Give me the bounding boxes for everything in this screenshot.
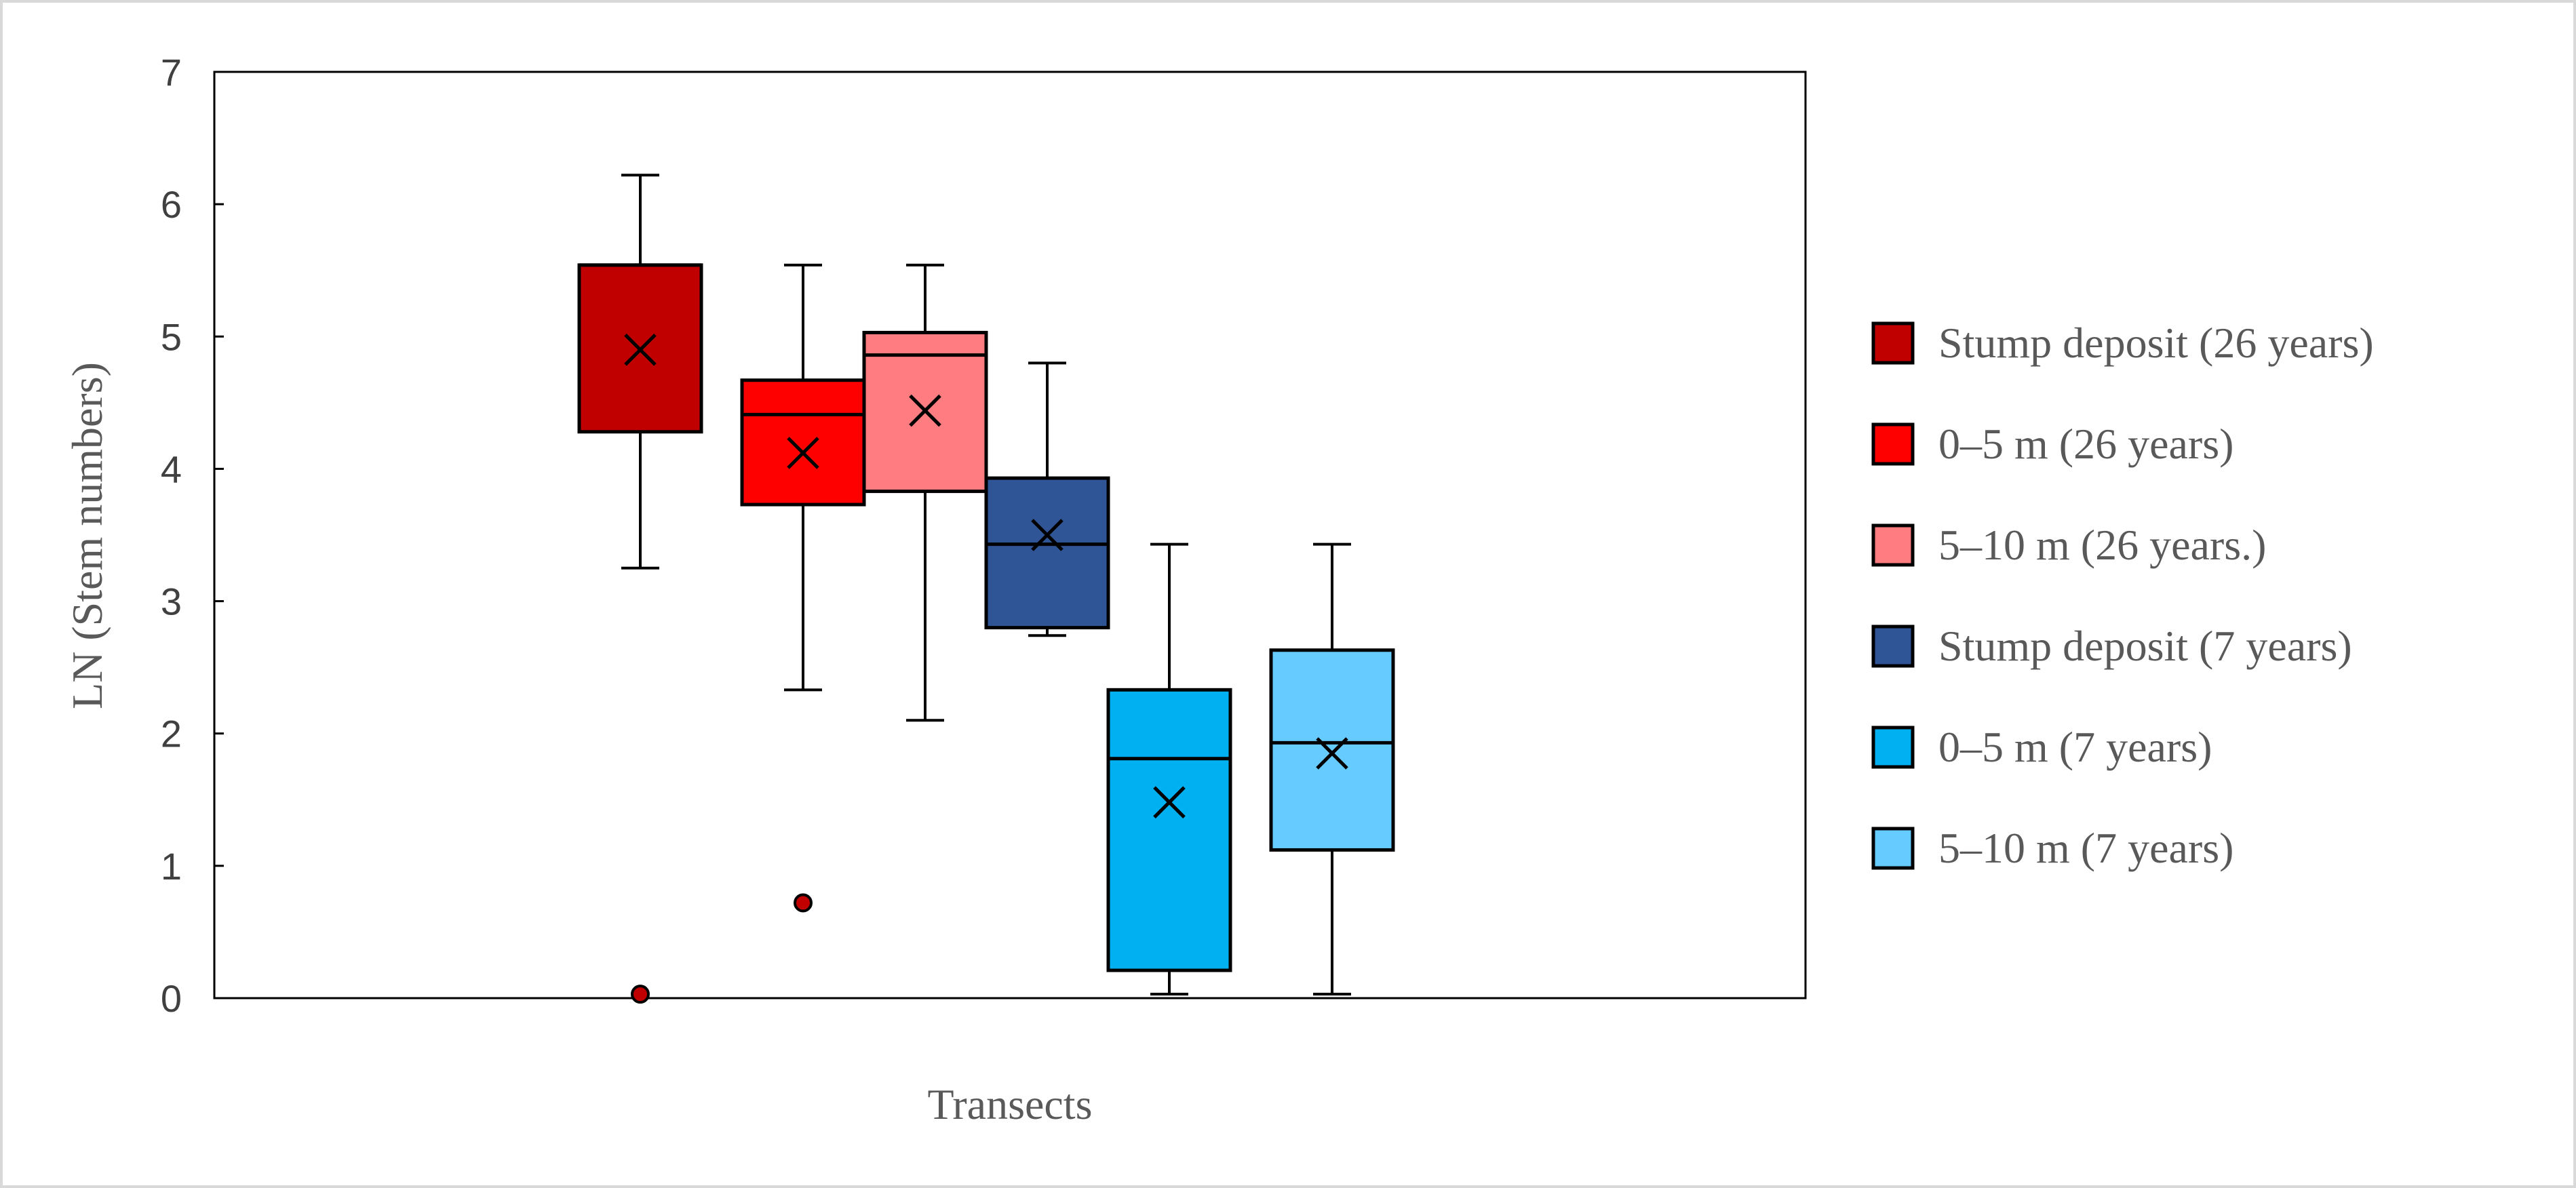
box-body: [984, 476, 1110, 630]
legend-swatch: [1871, 625, 1915, 668]
mean-marker: [909, 394, 941, 427]
y-tick-label: 4: [161, 448, 182, 490]
y-tick-label: 3: [161, 580, 182, 623]
legend-label: 0–5 m (7 years): [1938, 723, 2212, 771]
mean-marker: [1316, 737, 1348, 770]
box-4: [984, 361, 1110, 637]
x-axis-label: Transects: [928, 1080, 1093, 1128]
y-axis-label: LN (Stem numbers): [63, 362, 111, 709]
legend: Stump deposit (26 years) 0–5 m (26 years)…: [1871, 319, 2374, 872]
y-tick-label: 6: [161, 183, 182, 226]
y-tick-label: 0: [161, 977, 182, 1020]
mean-marker: [1031, 519, 1063, 551]
mean-marker: [1153, 786, 1186, 818]
y-tick-label: 5: [161, 315, 182, 358]
y-tick-label: 2: [161, 713, 182, 755]
box-1: [577, 174, 703, 1004]
box-body: [740, 378, 866, 507]
box-3: [862, 263, 988, 722]
legend-swatch: [1871, 523, 1915, 567]
legend-label: 5–10 m (26 years.): [1938, 521, 2266, 569]
mean-marker: [624, 334, 657, 366]
legend-swatch: [1871, 827, 1915, 870]
box-5: [1106, 542, 1232, 996]
legend-label: 5–10 m (7 years): [1938, 824, 2233, 872]
legend-label: Stump deposit (7 years): [1938, 622, 2352, 670]
box-2: [740, 263, 866, 913]
y-axis: 0 1 2 3 4 5 6 7: [161, 51, 224, 1020]
legend-label: Stump deposit (26 years): [1938, 319, 2374, 367]
y-tick-label: 7: [161, 51, 182, 94]
box-body: [1106, 688, 1232, 972]
legend-label: 0–5 m (26 years): [1938, 420, 2233, 468]
box-body: [1269, 648, 1395, 852]
box-6: [1269, 542, 1395, 996]
legend-swatch: [1871, 321, 1915, 365]
mean-marker: [787, 437, 819, 469]
box-series-group: [577, 174, 1395, 1004]
outlier-point: [631, 985, 650, 1004]
outlier-point: [794, 893, 813, 913]
legend-swatch: [1871, 422, 1915, 466]
y-tick-label: 1: [161, 845, 182, 888]
legend-swatch: [1871, 726, 1915, 769]
